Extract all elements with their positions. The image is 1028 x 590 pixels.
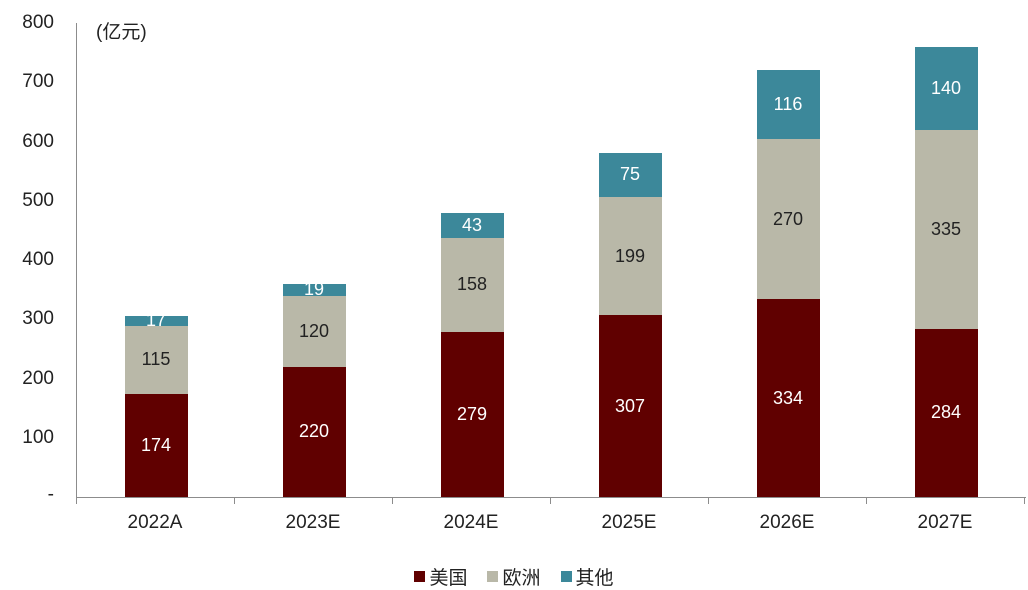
bar-segment: 335 bbox=[914, 130, 978, 329]
x-tick-label: 2025E bbox=[601, 512, 657, 533]
bar-segment: 307 bbox=[598, 315, 662, 497]
unit-label: (亿元) bbox=[96, 22, 147, 43]
x-tick-label: 2023E bbox=[285, 512, 341, 533]
y-tick-label: 500 bbox=[22, 189, 54, 211]
bar-segment: 279 bbox=[440, 331, 504, 497]
bar-segment: 174 bbox=[124, 393, 188, 497]
y-tick-label: 800 bbox=[22, 12, 54, 33]
x-tick-mark bbox=[708, 497, 709, 504]
x-tick-mark bbox=[234, 497, 235, 504]
bar-segment: 334 bbox=[756, 299, 820, 497]
legend-swatch-icon bbox=[560, 571, 572, 582]
stacked-bar: 174 115 17 bbox=[124, 315, 188, 497]
bar-segment: 19 bbox=[282, 284, 346, 296]
bar-segment: 43 bbox=[440, 212, 504, 239]
bar-segment: 115 bbox=[124, 325, 188, 394]
stacked-bar: 220 120 19 bbox=[282, 284, 346, 497]
stacked-bar: 279 158 43 bbox=[440, 212, 504, 497]
x-tick-label: 2027E bbox=[917, 512, 973, 533]
x-axis-line bbox=[76, 497, 1026, 498]
legend: 美国 欧洲 其他 bbox=[0, 563, 1028, 590]
x-tick-label: 2026E bbox=[759, 512, 815, 533]
legend-swatch-icon bbox=[414, 571, 426, 582]
x-tick-mark bbox=[76, 497, 77, 504]
y-tick-label: - bbox=[47, 484, 54, 505]
bar-segment: 140 bbox=[914, 47, 978, 131]
y-axis-line bbox=[76, 23, 77, 498]
y-tick-label: 400 bbox=[22, 249, 54, 270]
y-tick-label: 100 bbox=[22, 426, 54, 448]
y-tick-label: 600 bbox=[22, 130, 54, 152]
x-tick-mark bbox=[866, 497, 867, 504]
bar-segment: 220 bbox=[282, 366, 346, 497]
bar-segment: 158 bbox=[440, 238, 504, 332]
legend-label: 欧洲 bbox=[502, 568, 541, 589]
stacked-bar: 284 335 140 bbox=[914, 47, 978, 497]
legend-item: 其他 bbox=[560, 563, 614, 590]
bar-segment: 270 bbox=[756, 139, 820, 300]
legend-item: 欧洲 bbox=[487, 563, 541, 590]
legend-label: 美国 bbox=[429, 568, 468, 589]
y-tick-label: 300 bbox=[22, 308, 54, 330]
stacked-bar: 334 270 116 bbox=[756, 70, 820, 497]
x-tick-label: 2022A bbox=[127, 512, 183, 533]
legend-swatch-icon bbox=[487, 571, 499, 582]
x-tick-label: 2024E bbox=[443, 512, 499, 533]
bar-segment: 120 bbox=[282, 295, 346, 367]
bar-segment: 116 bbox=[756, 70, 820, 140]
x-tick-mark bbox=[550, 497, 551, 504]
bar-segment: 284 bbox=[914, 328, 978, 497]
x-tick-mark bbox=[1024, 497, 1025, 504]
stacked-bar: 307 199 75 bbox=[598, 152, 662, 497]
y-tick-label: 200 bbox=[22, 367, 54, 389]
bar-segment: 75 bbox=[598, 152, 662, 198]
x-tick-mark bbox=[392, 497, 393, 504]
bar-segment: 199 bbox=[598, 197, 662, 316]
bar-segment: 17 bbox=[124, 315, 188, 326]
legend-item: 美国 bbox=[414, 563, 467, 590]
legend-label: 其他 bbox=[575, 568, 614, 589]
y-tick-label: 700 bbox=[22, 71, 54, 93]
